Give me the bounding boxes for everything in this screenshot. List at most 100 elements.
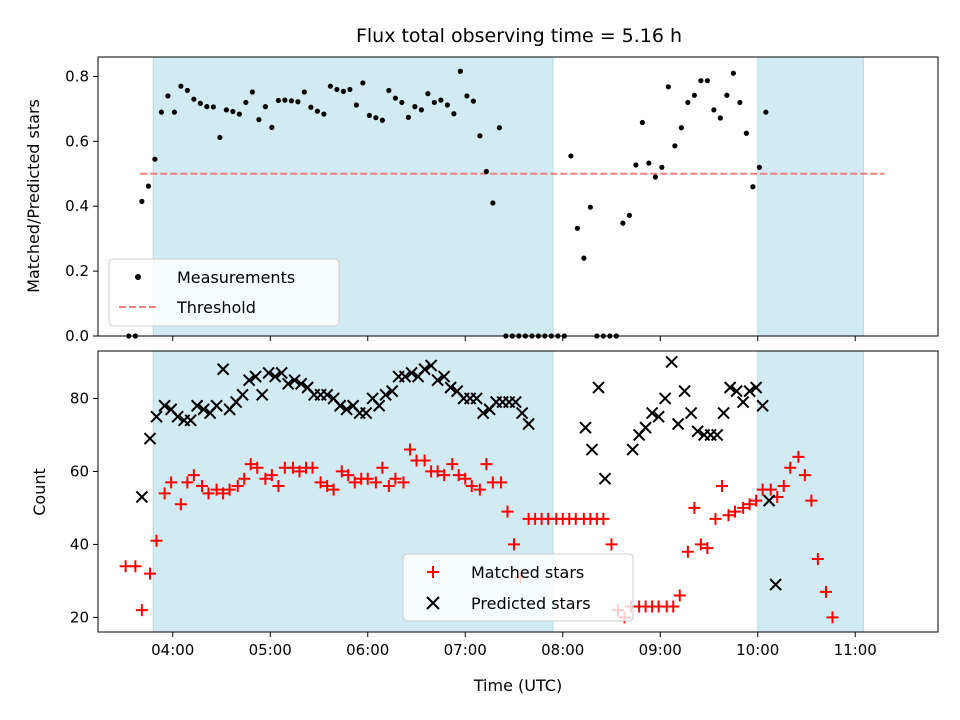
matched-point-99 [811,553,824,566]
matched-point-11 [202,487,215,500]
measurement-point-92 [724,92,730,98]
observing-interval-1-1 [757,350,864,633]
measurement-point-26 [295,99,301,105]
y-tick-label-0-0: 0.0 [65,327,89,345]
matched-point-34 [361,472,374,485]
matched-point-17 [244,458,257,471]
matched-point-38 [389,472,402,485]
measurement-point-89 [704,78,710,84]
measurement-point-49 [444,102,450,108]
measurement-point-38 [373,115,379,121]
matched-point-79 [673,589,686,602]
measurement-point-36 [360,80,366,86]
predicted-point-78 [717,406,730,420]
matched-point-16 [238,472,251,485]
matched-point-55 [508,538,520,551]
matched-point-54 [501,505,514,518]
predicted-point-15 [236,388,249,401]
measurement-point-85 [678,125,684,131]
predicted-point-18 [255,388,269,401]
matched-point-97 [798,469,811,482]
measurement-point-40 [386,87,392,94]
predicted-point-9 [197,403,210,416]
predicted-point-63 [598,472,612,485]
predicted-point-67 [645,406,659,420]
measurement-point-9 [184,87,190,94]
predicted-point-61 [585,443,599,456]
matched-point-32 [348,476,361,489]
measurement-point-23 [275,97,281,104]
measurement-point-24 [282,97,288,103]
measurement-point-70 [581,255,587,261]
predicted-point-45 [431,373,444,387]
matched-point-24 [293,465,306,478]
bottom-legend-box [402,553,634,622]
measurement-point-5 [158,109,164,115]
matched-point-100 [820,585,832,598]
measurement-point-35 [353,102,359,108]
top-legend-box [108,258,340,327]
measurement-point-96 [750,184,756,190]
measurement-point-21 [262,104,268,110]
measurement-point-14 [217,134,223,141]
measurement-point-37 [366,112,372,118]
matched-point-96 [792,450,805,463]
predicted-point-37 [379,388,392,401]
predicted-point-43 [418,363,431,376]
measurement-point-16 [230,108,236,115]
matched-point-12 [210,483,223,496]
measurement-point-6 [165,93,171,99]
measurement-point-43 [405,114,411,120]
predicted-point-19 [262,366,275,380]
matched-point-4 [150,534,163,547]
measurement-point-13 [210,104,216,110]
measurement-point-71 [587,204,593,210]
measurement-point-57 [496,125,502,131]
predicted-point-24 [294,377,308,391]
predicted-point-79 [723,381,737,394]
measurement-point-20 [256,117,262,123]
predicted-point-31 [340,403,353,416]
predicted-point-28 [320,388,334,401]
predicted-point-1 [143,432,157,445]
predicted-point-47 [444,381,457,394]
measurement-point-90 [711,107,717,113]
measurement-point-29 [314,108,320,114]
measurement-point-83 [665,84,671,90]
predicted-point-20 [268,370,282,383]
matched-point-53 [495,476,507,489]
matched-point-1 [129,560,142,573]
measurement-point-84 [672,143,678,149]
matched-point-2 [135,604,148,617]
matched-point-87 [729,505,741,518]
predicted-point-38 [385,384,399,398]
predicted-point-66 [639,421,652,434]
matched-point-7 [174,498,187,511]
y-tick-label-0-3: 0.6 [65,132,89,150]
matched-point-15 [231,480,244,493]
matched-point-98 [805,494,818,507]
measurement-point-91 [717,115,723,121]
matched-point-30 [335,465,348,478]
predicted-point-52 [476,406,490,420]
bottom-panel: 20 40 60 80 04:00 05:00 06:00 07:00 08:00 09:00 10… [70,350,939,659]
y-tick-label-1-3: 80 [70,389,89,407]
matched-point-28 [321,480,334,493]
matched-point-21 [272,480,285,493]
x-tick-label-2: 06:00 [346,641,389,659]
predicted-point-81 [736,395,750,409]
matched-point-89 [743,498,756,511]
matched-point-19 [259,472,272,485]
y-tick-label-0-4: 0.8 [65,67,89,85]
predicted-point-46 [437,370,451,383]
predicted-point-83 [749,381,763,394]
predicted-point-51 [470,392,483,405]
predicted-point-71 [671,417,685,431]
measurement-point-44 [412,104,418,110]
series-1-1 [135,355,782,591]
top-y-axis-title: Matched/Predicted stars [24,99,43,293]
measurement-point-45 [418,107,424,113]
predicted-point-62 [592,381,605,394]
measurement-point-50 [451,111,457,117]
matched-point-20 [265,469,278,482]
